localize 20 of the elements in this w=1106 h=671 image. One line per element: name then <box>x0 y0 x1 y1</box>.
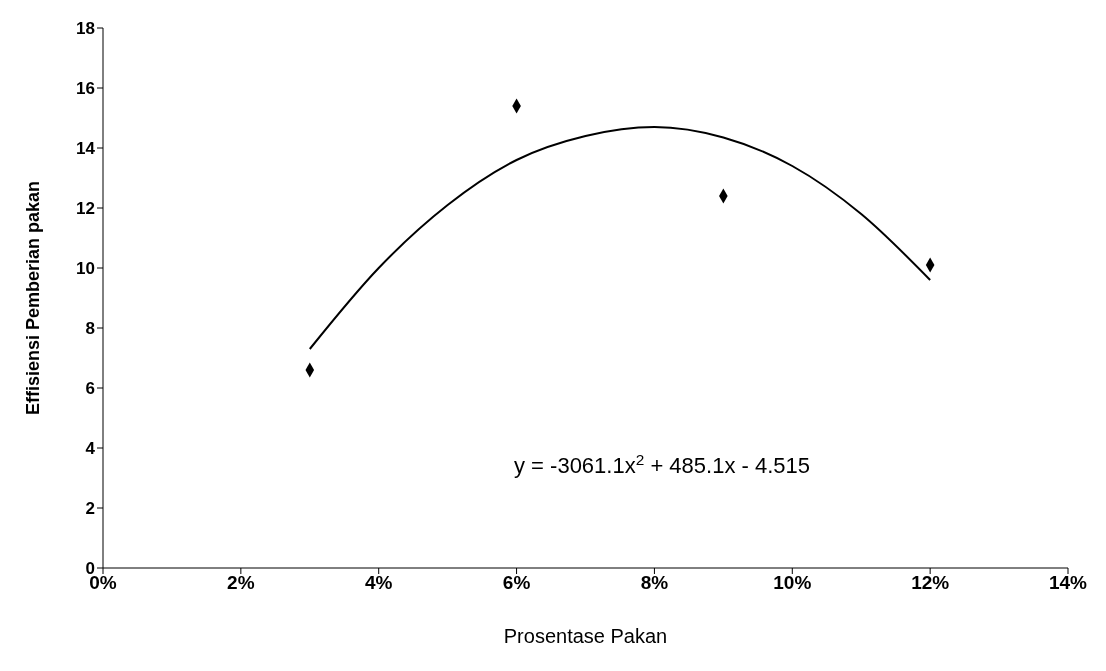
y-tick-label: 16 <box>76 79 95 99</box>
x-tick-label: 2% <box>227 572 255 594</box>
x-tick-label: 10% <box>773 572 812 594</box>
x-tick-label: 8% <box>640 572 669 594</box>
y-tick-label: 4 <box>85 439 96 459</box>
y-tick-label: 12 <box>76 199 95 219</box>
x-tick-label: 14% <box>1048 572 1088 594</box>
y-axis-title: Effisiensi Pemberian pakan <box>23 180 44 416</box>
y-tick-label: 14 <box>76 139 96 159</box>
y-tick-label: 6 <box>85 379 95 399</box>
x-axis-title: Prosentase Pakan <box>503 625 668 647</box>
x-tick-label: 6% <box>502 572 531 594</box>
y-tick-label: 10 <box>76 259 95 279</box>
x-tick-label: 4% <box>364 572 393 594</box>
y-tick-label: 18 <box>76 19 95 39</box>
line-series <box>308 126 932 350</box>
x-tick-label: 12% <box>911 572 950 594</box>
y-tick-label: 2 <box>85 499 95 519</box>
y-tick-label: 8 <box>85 319 95 339</box>
annotation: y = -3061.1x$^{2}$ + 485.1x - 4.515 <box>514 450 810 479</box>
